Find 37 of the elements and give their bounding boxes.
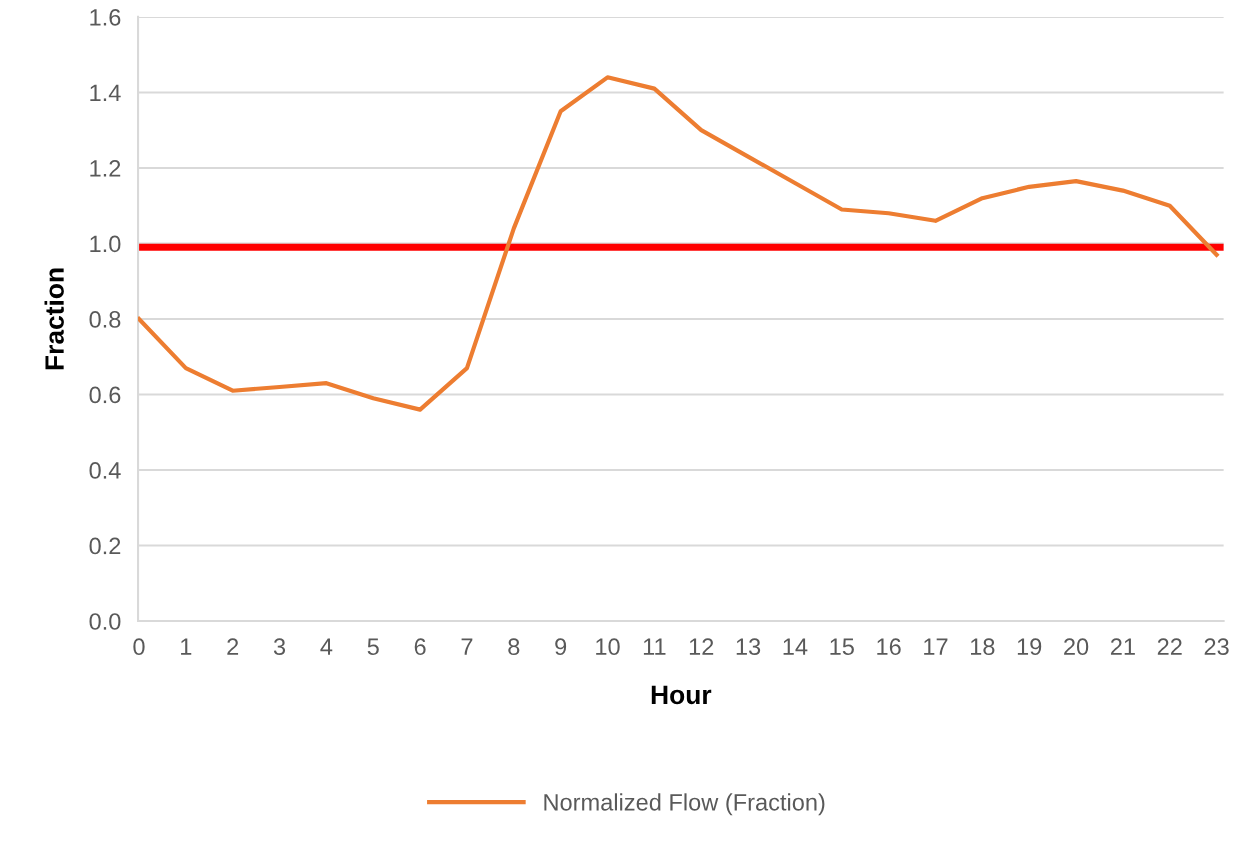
y-tick-label: 0.4 <box>89 462 121 479</box>
y-tick-label: 0.0 <box>89 613 121 630</box>
x-tick-label: 7 <box>461 638 473 655</box>
y-tick-label: 0.8 <box>89 311 121 328</box>
x-tick-label: 18 <box>971 638 995 656</box>
y-tick-label: 1.0 <box>90 235 121 253</box>
x-tick-label: 9 <box>555 638 567 656</box>
y-tick-label: 0.2 <box>89 537 121 555</box>
x-tick-label: 23 <box>1204 638 1229 656</box>
x-tick-label: 15 <box>830 638 854 656</box>
x-tick-label: 6 <box>414 638 426 656</box>
x-tick-label: 3 <box>273 638 286 656</box>
x-tick-label: 5 <box>367 638 379 656</box>
y-axis-title: Fraction <box>44 268 64 370</box>
y-tick-label: 1.6 <box>90 8 121 26</box>
x-tick-label: 14 <box>783 638 808 655</box>
x-axis-title: Hour <box>651 685 712 705</box>
x-tick-label: 21 <box>1110 638 1135 655</box>
x-tick-label: 20 <box>1064 638 1089 656</box>
x-tick-label: 8 <box>508 638 520 656</box>
x-tick-label: 22 <box>1157 638 1182 655</box>
x-tick-label: 19 <box>1017 638 1042 656</box>
x-tick-label: 2 <box>227 638 239 655</box>
legend-label: Normalized Flow (Fraction) <box>544 793 825 816</box>
x-tick-label: 1 <box>181 638 192 655</box>
x-tick-label: 12 <box>689 638 714 655</box>
line-series <box>138 75 1219 412</box>
x-tick-label: 17 <box>924 638 948 655</box>
y-tick-label: 1.4 <box>90 84 121 101</box>
x-tick-label: 4 <box>320 638 333 655</box>
x-tick-label: 16 <box>877 638 901 656</box>
y-tick-label: 0.6 <box>89 386 121 404</box>
x-tick-label: 11 <box>643 638 666 655</box>
y-tick-label: 1.2 <box>90 160 121 177</box>
x-tick-label: 10 <box>596 638 620 656</box>
x-tick-label: 0 <box>133 638 145 656</box>
x-tick-label: 13 <box>736 638 761 656</box>
